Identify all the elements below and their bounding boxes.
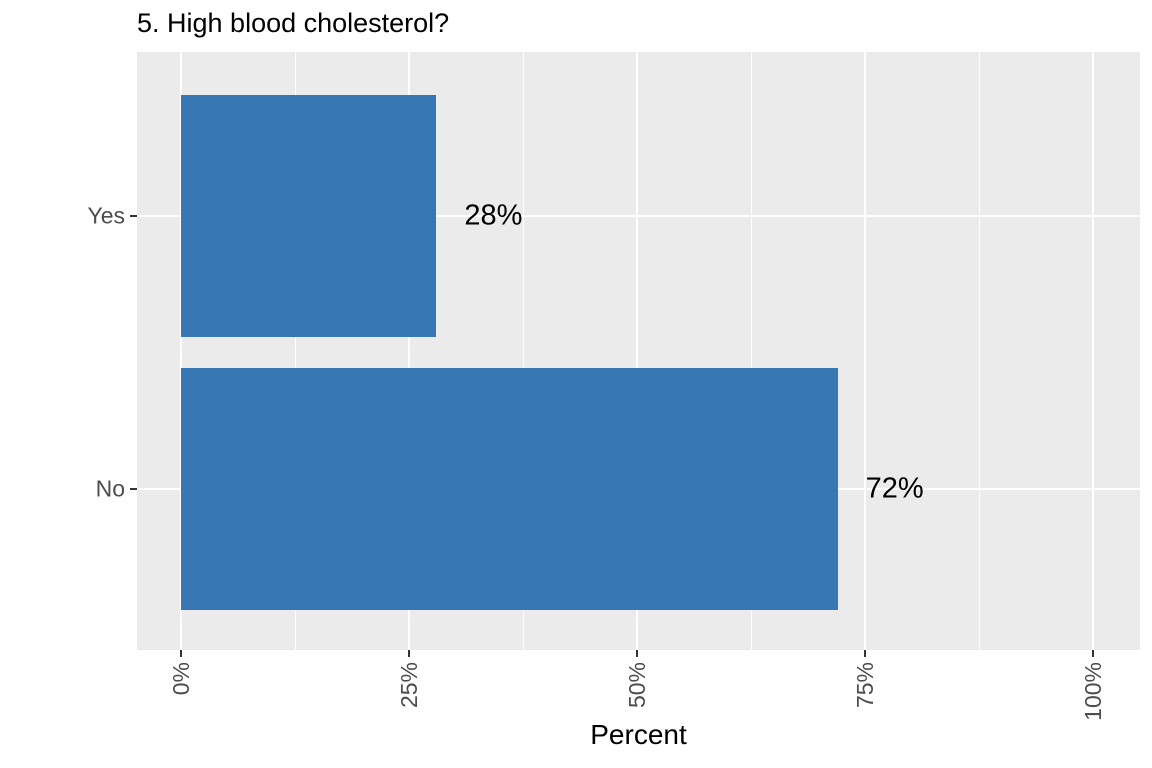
chart-title: 5. High blood cholesterol? (137, 8, 450, 38)
x-tick-label-25: 25% (396, 662, 422, 709)
plot-panel: 28% 72% (137, 52, 1140, 650)
grid-minor-vline (522, 52, 524, 650)
bar-no (181, 367, 838, 610)
x-axis-title: Percent (590, 719, 687, 750)
x-tick-label-50: 50% (624, 662, 650, 709)
grid-minor-vline (750, 52, 752, 650)
grid-major-vline (864, 52, 866, 650)
x-axis-tick (1092, 650, 1094, 657)
grid-major-vline (408, 52, 410, 650)
x-tick-label-0: 0% (168, 662, 194, 696)
grid-major-vline (180, 52, 182, 650)
bar-value-label: 28% (464, 199, 523, 231)
grid-major-vline (636, 52, 638, 650)
y-tick-label-no: No (95, 475, 125, 501)
y-tick-label-yes: Yes (87, 202, 125, 228)
y-axis-tick (130, 214, 137, 217)
bar-yes (181, 94, 437, 337)
x-axis-tick (636, 650, 638, 657)
x-tick-label-100: 100% (1080, 662, 1106, 721)
grid-minor-vline (978, 52, 980, 650)
grid-major-vline (1092, 52, 1094, 650)
x-axis-tick (180, 650, 182, 657)
grid-major-hline (137, 214, 1140, 217)
x-axis-tick (408, 650, 410, 657)
bar-value-label: 72% (865, 472, 924, 504)
y-axis-tick (130, 487, 137, 490)
x-axis-tick (864, 650, 866, 657)
grid-minor-vline (294, 52, 296, 650)
x-tick-label-75: 75% (852, 662, 878, 709)
